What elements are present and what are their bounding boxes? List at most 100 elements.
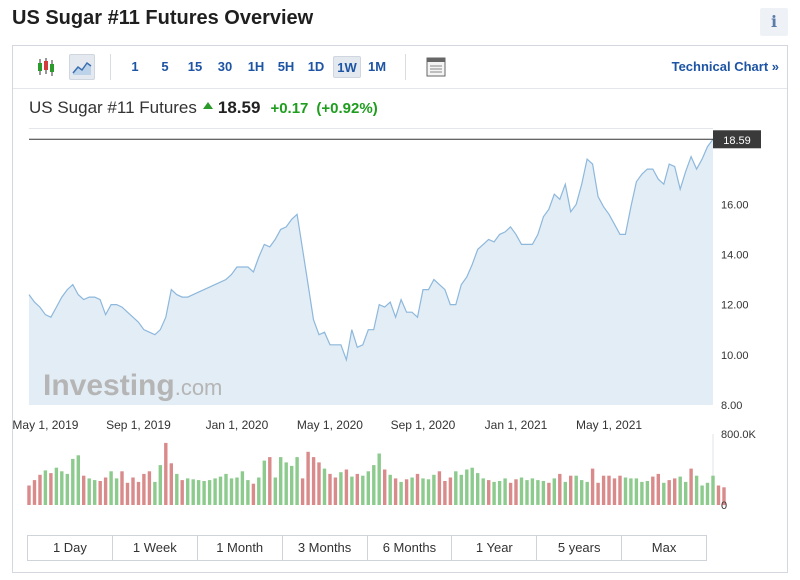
price-point: [142, 328, 145, 331]
price-point: [186, 296, 189, 299]
volume-bar: [651, 476, 655, 505]
interval-5h[interactable]: 5H: [277, 59, 295, 74]
price-point: [99, 298, 102, 301]
price-point: [367, 328, 370, 331]
volume-bar: [322, 468, 327, 505]
price-point: [668, 163, 671, 166]
volume-bar: [93, 480, 97, 505]
price-point: [214, 283, 217, 286]
price-point: [197, 291, 200, 294]
price-point: [126, 311, 129, 314]
price-point: [690, 155, 693, 158]
volume-bar: [596, 482, 600, 505]
volume-bar: [519, 477, 524, 505]
range-1-week[interactable]: 1 Week: [113, 536, 198, 560]
price-point: [372, 328, 375, 331]
volume-bar: [295, 457, 299, 505]
price-point: [318, 333, 321, 336]
price-point: [629, 205, 632, 208]
x-tick-label: Jan 1, 2021: [485, 418, 548, 432]
volume-bar: [43, 470, 48, 505]
range-1-year[interactable]: 1 Year: [452, 536, 538, 560]
volume-bar: [109, 471, 113, 505]
price-point: [192, 293, 195, 296]
price-point: [235, 266, 238, 269]
info-button[interactable]: i: [760, 8, 788, 36]
interval-30[interactable]: 30: [217, 59, 233, 74]
price-point: [132, 316, 135, 319]
price-point: [564, 183, 567, 186]
price-point: [706, 145, 709, 148]
volume-bar: [678, 476, 682, 505]
range-max[interactable]: Max: [651, 540, 677, 555]
volume-bar: [525, 480, 529, 505]
price-point: [487, 238, 490, 241]
volume-bar: [476, 473, 480, 505]
volume-bar: [240, 471, 245, 505]
volume-bar: [399, 481, 403, 505]
price-point: [28, 293, 31, 296]
price-point: [93, 296, 96, 299]
volume-bar: [355, 473, 359, 505]
candlestick-icon[interactable]: [33, 54, 59, 80]
area-chart-icon[interactable]: [69, 54, 95, 80]
price-point: [383, 306, 386, 309]
range-5-years[interactable]: 5 years: [537, 536, 623, 560]
technical-chart-link[interactable]: Technical Chart »: [671, 59, 779, 74]
volume-bar: [71, 458, 75, 505]
volume-bar: [54, 467, 59, 505]
y-tick-label: 16.00: [721, 199, 749, 211]
price-point: [553, 193, 556, 196]
interval-15[interactable]: 15: [187, 59, 203, 74]
volume-bar: [268, 457, 272, 505]
volume-bar: [404, 479, 409, 505]
volume-bar: [437, 471, 442, 505]
price-point: [443, 288, 446, 291]
price-point: [624, 233, 627, 236]
investing-watermark: Investing.com: [43, 369, 222, 402]
price-point: [208, 286, 211, 289]
volume-bar: [547, 482, 551, 505]
price-chart[interactable]: 18.59 8.00 10.00 12.00 14.00 16.00 May 1, 2019…: [13, 89, 787, 529]
volume-bar: [317, 462, 321, 505]
price-point: [77, 293, 80, 296]
price-point: [569, 210, 572, 213]
y-tick-label: 14.00: [721, 249, 749, 261]
price-point: [268, 245, 271, 248]
range-6-months[interactable]: 6 Months: [368, 536, 453, 560]
volume-bar: [716, 485, 721, 505]
last-price-label: 18.59: [723, 135, 751, 147]
volume-bar: [492, 481, 496, 505]
range-3-months[interactable]: 3 Months: [283, 536, 368, 560]
interval-1h[interactable]: 1H: [247, 59, 265, 74]
volume-bar: [350, 476, 354, 505]
price-point: [619, 233, 622, 236]
table-icon[interactable]: [423, 54, 449, 80]
range-1-month[interactable]: 1 Month: [198, 536, 283, 560]
volume-bar: [87, 478, 91, 505]
interval-1[interactable]: 1: [131, 59, 139, 74]
volume-bar: [103, 477, 108, 505]
range-1-day[interactable]: 1 Day: [28, 536, 113, 560]
price-point: [679, 188, 682, 191]
volume-bar: [508, 482, 513, 505]
volume-bar: [114, 478, 119, 505]
volume-bar: [49, 473, 53, 505]
x-tick-label: Jan 1, 2020: [206, 418, 269, 432]
last-price-tag: [713, 130, 761, 149]
price-point: [635, 180, 638, 183]
price-point: [60, 296, 63, 299]
price-point: [427, 288, 430, 291]
price-point: [71, 283, 74, 286]
interval-1w[interactable]: 1W: [333, 56, 361, 78]
interval-5[interactable]: 5: [161, 59, 169, 74]
volume-bar: [569, 475, 573, 505]
volume-bar: [207, 480, 212, 505]
volume-bar: [700, 485, 704, 505]
price-point: [536, 233, 539, 236]
price-point: [454, 303, 457, 306]
volume-bar: [290, 465, 294, 505]
interval-1m[interactable]: 1M: [367, 59, 387, 74]
toolbar-divider: [110, 54, 111, 80]
interval-1d[interactable]: 1D: [307, 59, 325, 74]
